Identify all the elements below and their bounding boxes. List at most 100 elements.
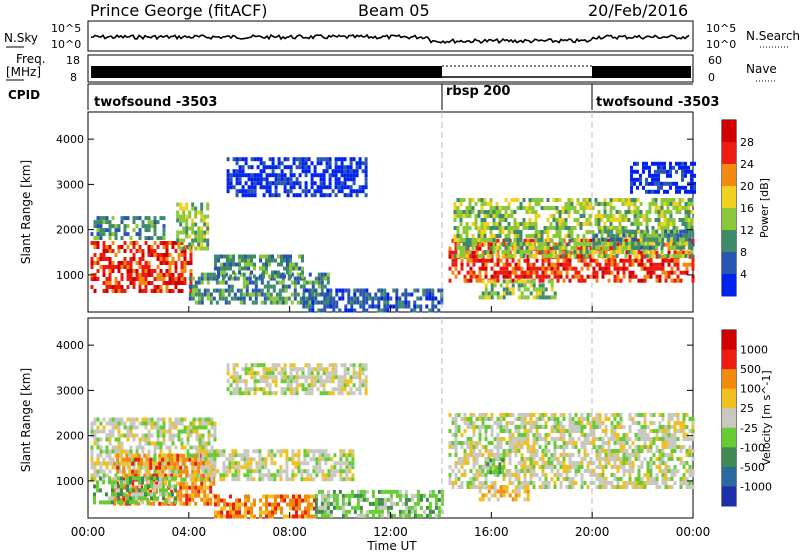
heatmap-cell [126, 480, 129, 485]
heatmap-cell [243, 465, 247, 470]
heatmap-cell [311, 292, 315, 297]
heatmap-cell [108, 228, 112, 233]
heatmap-cell [598, 250, 602, 255]
heatmap-cell [185, 222, 189, 227]
heatmap-cell [519, 234, 523, 238]
heatmap-cell [292, 387, 296, 392]
heatmap-cell [295, 165, 299, 170]
heatmap-cell [117, 445, 121, 450]
heatmap-cell [194, 234, 198, 239]
heatmap-cell [546, 254, 550, 258]
heatmap-cell [395, 288, 399, 293]
heatmap-cell [645, 226, 649, 230]
heatmap-cell [226, 169, 230, 174]
heatmap-cell [96, 257, 100, 261]
heatmap-cell [413, 288, 417, 293]
heatmap-cell [176, 214, 180, 219]
heatmap-cell [235, 161, 239, 166]
heatmap-cell [552, 242, 556, 246]
heatmap-cell [207, 457, 211, 462]
heatmap-cell [316, 363, 320, 368]
heatmap-cell [340, 165, 344, 170]
heatmap-cell [428, 493, 432, 498]
heatmap-cell [234, 473, 238, 478]
heatmap-cell [567, 230, 571, 234]
heatmap-cell [348, 477, 352, 482]
heatmap-cell [544, 270, 548, 275]
heatmap-cell [475, 477, 479, 481]
heatmap-cell [291, 473, 295, 478]
heatmap-cell [229, 181, 233, 186]
heatmap-cell [147, 473, 151, 478]
heatmap-cell [105, 449, 109, 454]
heatmap-cell [290, 272, 294, 277]
heatmap-cell [636, 230, 640, 234]
heatmap-cell [289, 363, 293, 368]
heatmap-cell [141, 265, 145, 269]
heatmap-cell [310, 193, 314, 198]
heatmap-cell [191, 218, 195, 223]
heatmap-cell [171, 277, 175, 281]
heatmap-cell [226, 387, 230, 392]
heatmap-cell [246, 449, 250, 454]
heatmap-cell [241, 193, 245, 198]
heatmap-cell [577, 278, 581, 283]
heatmap-cell [247, 266, 250, 271]
heatmap-cell [241, 157, 245, 162]
heatmap-cell [323, 300, 327, 305]
heatmap-cell [248, 296, 252, 301]
heatmap-cell [260, 292, 264, 297]
heatmap-cell [481, 417, 485, 421]
heatmap-cell [649, 262, 653, 267]
heatmap-cell [117, 461, 121, 466]
heatmap-cell [606, 218, 610, 222]
heatmap-cell [270, 473, 274, 478]
heatmap-cell [302, 288, 306, 293]
heatmap-cell [383, 288, 387, 293]
heatmap-cell [301, 387, 305, 392]
heatmap-cell [486, 254, 490, 258]
y-tick-label: 1000 [56, 269, 84, 282]
heatmap-cell [340, 375, 344, 380]
heatmap-cell [531, 222, 535, 226]
heatmap-cell [615, 226, 619, 230]
heatmap-cell [135, 433, 139, 438]
heatmap-cell [155, 489, 159, 494]
heatmap-cell [161, 473, 165, 478]
heatmap-cell [404, 509, 408, 514]
heatmap-cell [687, 198, 691, 202]
heatmap-cell [528, 246, 532, 250]
colorbar-tick-label: 16 [740, 202, 754, 215]
heatmap-cell [120, 245, 124, 249]
heatmap-cell [156, 236, 160, 241]
heatmap-cell [341, 288, 345, 293]
heatmap-cell [286, 270, 289, 275]
heatmap-cell [510, 242, 514, 246]
heatmap-cell [197, 242, 201, 247]
heatmap-cell [481, 469, 485, 473]
heatmap-cell [550, 270, 554, 275]
heatmap-cell [125, 493, 129, 498]
heatmap-cell [514, 270, 518, 275]
heatmap-cell [349, 193, 353, 198]
heatmap-cell [301, 157, 305, 162]
heatmap-cell [138, 484, 141, 489]
heatmap-cell [156, 441, 160, 446]
heatmap-cell [475, 278, 479, 283]
heatmap-cell [585, 246, 589, 250]
heatmap-cell [302, 300, 306, 305]
heatmap-cell [630, 177, 633, 182]
heatmap-cell [352, 375, 356, 380]
heatmap-cell [642, 161, 645, 166]
heatmap-cell [413, 300, 417, 305]
heatmap-cell [475, 441, 479, 445]
heatmap-cell [504, 238, 508, 242]
heatmap-cell [90, 421, 94, 426]
heatmap-cell [286, 502, 289, 507]
heatmap-cell [520, 433, 524, 437]
heatmap-cell [125, 461, 129, 466]
heatmap-cell [334, 173, 338, 178]
heatmap-cell [347, 292, 351, 297]
heatmap-cell [477, 238, 481, 242]
heatmap-cell [210, 461, 214, 466]
